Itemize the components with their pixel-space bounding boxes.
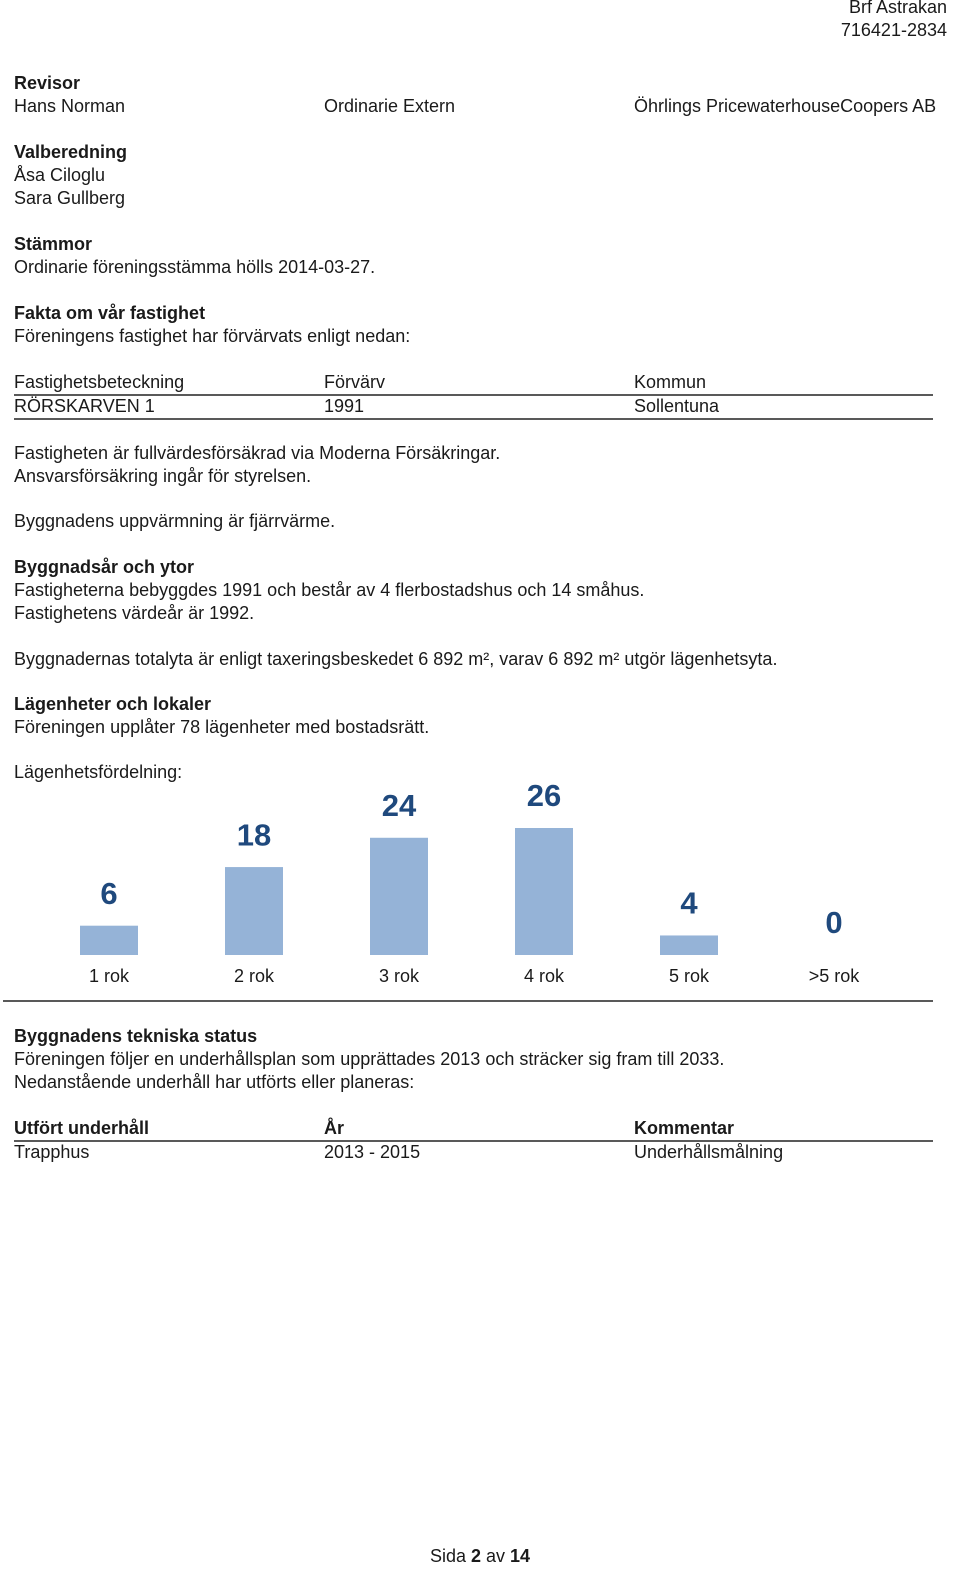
- heading: Stämmor: [14, 234, 92, 254]
- line: Sara Gullberg: [14, 188, 125, 208]
- value-label: 24: [382, 788, 417, 823]
- bar: [515, 828, 573, 955]
- category-label: >5 rok: [809, 966, 861, 986]
- footer-total: 14: [510, 1546, 530, 1566]
- value-label: 0: [825, 905, 842, 940]
- bar: [660, 935, 718, 955]
- line: Föreningen upplåter 78 lägenheter med bo…: [14, 717, 429, 737]
- heading: Lägenheter och lokaler: [14, 694, 211, 714]
- line: Fastigheten är fullvärdesförsäkrad via M…: [14, 443, 500, 463]
- cell: Trapphus: [14, 1142, 89, 1162]
- cell: 2013 - 2015: [324, 1142, 420, 1162]
- cell: Öhrlings PricewaterhouseCoopers AB: [634, 96, 936, 116]
- cell: Underhållsmålning: [634, 1142, 783, 1162]
- bar: [80, 925, 138, 955]
- line: Byggnadernas totalyta är enligt taxering…: [14, 649, 777, 669]
- category-label: 1 rok: [89, 966, 130, 986]
- table-header: Fastighetsbeteckning: [14, 372, 184, 392]
- table-header: Utfört underhåll: [14, 1118, 149, 1138]
- value-label: 18: [237, 817, 271, 852]
- table-header: Förvärv: [324, 372, 385, 392]
- category-label: 5 rok: [669, 966, 710, 986]
- line: Fastighetens värdeår är 1992.: [14, 603, 254, 623]
- heading: Byggnadsår och ytor: [14, 557, 194, 577]
- line: Nedanstående underhåll har utförts eller…: [14, 1072, 414, 1092]
- header-orgnr: 716421-2834: [841, 20, 947, 40]
- cell: Hans Norman: [14, 96, 125, 116]
- line: Föreningen följer en underhållsplan som …: [14, 1049, 724, 1069]
- table-header: År: [324, 1118, 344, 1138]
- value-label: 4: [680, 886, 698, 921]
- line: Ordinarie föreningsstämma hölls 2014-03-…: [14, 257, 375, 277]
- heading: Revisor: [14, 73, 80, 93]
- cell: RÖRSKARVEN 1: [14, 396, 155, 416]
- value-label: 6: [100, 876, 117, 911]
- bar: [225, 867, 283, 955]
- category-label: 2 rok: [234, 966, 275, 986]
- footer-page: 2: [471, 1546, 481, 1566]
- cell: Ordinarie Extern: [324, 96, 455, 116]
- line: Föreningens fastighet har förvärvats enl…: [14, 326, 410, 346]
- category-label: 3 rok: [379, 966, 420, 986]
- line: Åsa Ciloglu: [14, 165, 105, 185]
- heading: Byggnadens tekniska status: [14, 1026, 257, 1046]
- line: Fastigheterna bebyggdes 1991 och består …: [14, 580, 644, 600]
- footer-sep: av: [486, 1546, 505, 1566]
- bar: [370, 837, 428, 955]
- line: Byggnadens uppvärmning är fjärrvärme.: [14, 511, 335, 531]
- line: Lägenhetsfördelning:: [14, 762, 182, 782]
- table-header: Kommentar: [634, 1118, 734, 1138]
- value-label: 26: [527, 778, 561, 813]
- table-header: Kommun: [634, 372, 706, 392]
- cell: Sollentuna: [634, 396, 720, 416]
- cell: 1991: [324, 396, 364, 416]
- footer-prefix: Sida: [430, 1546, 467, 1566]
- heading: Fakta om vår fastighet: [14, 303, 205, 323]
- heading: Valberedning: [14, 142, 127, 162]
- category-label: 4 rok: [524, 966, 565, 986]
- footer: Sida 2 av 14: [430, 1546, 530, 1566]
- line: Ansvarsförsäkring ingår för styrelsen.: [14, 466, 311, 486]
- header-name: Brf Astrakan: [849, 0, 947, 17]
